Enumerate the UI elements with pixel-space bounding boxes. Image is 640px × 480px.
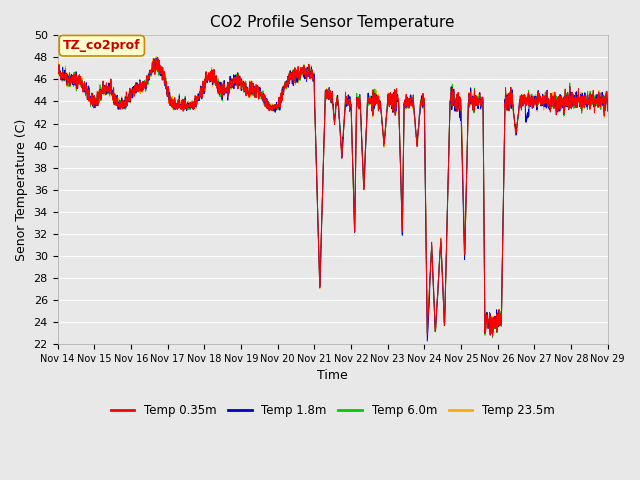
Y-axis label: Senor Temperature (C): Senor Temperature (C)	[15, 119, 28, 261]
X-axis label: Time: Time	[317, 369, 348, 382]
Title: CO2 Profile Sensor Temperature: CO2 Profile Sensor Temperature	[211, 15, 455, 30]
Legend: Temp 0.35m, Temp 1.8m, Temp 6.0m, Temp 23.5m: Temp 0.35m, Temp 1.8m, Temp 6.0m, Temp 2…	[106, 399, 559, 421]
Text: TZ_co2prof: TZ_co2prof	[63, 39, 141, 52]
